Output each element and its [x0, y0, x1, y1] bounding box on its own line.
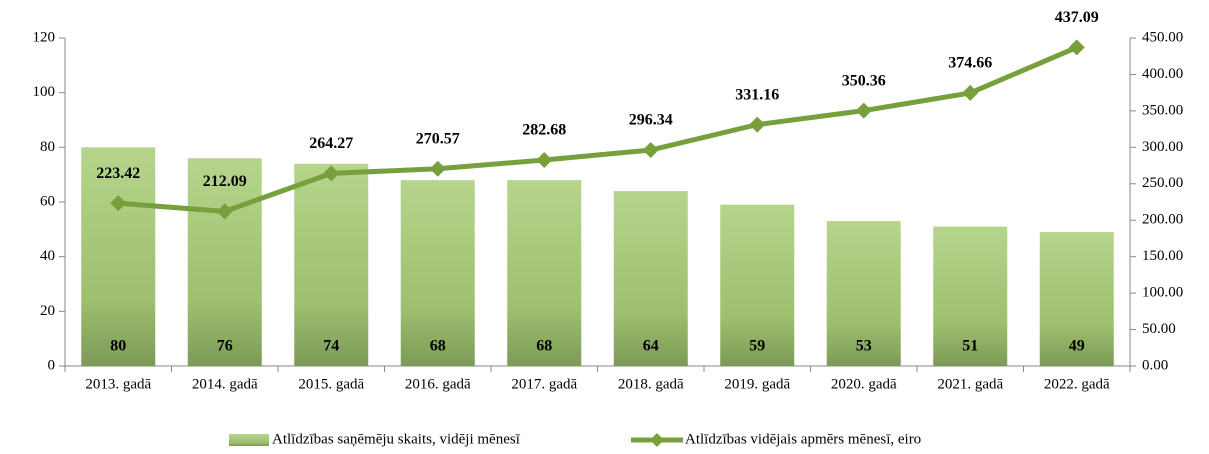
line-value-label: 264.27: [309, 135, 353, 152]
y-tick-label: 0: [48, 357, 56, 373]
x-tick-label: 2019. gadā: [724, 376, 790, 392]
x-tick-label: 2013. gadā: [85, 376, 151, 392]
bar-value-label: 68: [430, 338, 446, 355]
x-tick-label: 2014. gadā: [192, 376, 258, 392]
x-tick-label: 2015. gadā: [298, 376, 364, 392]
bar: [1039, 232, 1114, 366]
x-tick-label: 2022. gadā: [1044, 376, 1110, 392]
bar-value-label: 53: [856, 338, 872, 355]
line: [118, 45, 1078, 214]
line-marker: [962, 84, 979, 101]
x-tick-label: 2017. gadā: [511, 376, 577, 392]
y2-tick-label: 100.00: [1142, 285, 1183, 301]
line-value-label: 296.34: [629, 112, 673, 129]
y2-tick-label: 450.00: [1142, 29, 1183, 45]
bar-value-label: 76: [217, 338, 233, 355]
line-marker: [110, 195, 127, 212]
y2-tick-label: 350.00: [1142, 102, 1183, 118]
line-value-label: 374.66: [948, 55, 992, 72]
line-marker: [323, 165, 340, 182]
x-tick-label: 2018. gadā: [618, 376, 684, 392]
bar: [720, 204, 795, 366]
bar: [400, 180, 475, 366]
legend-label: Atlīdzības vidējais apmērs mēnesī, eiro: [685, 431, 921, 447]
y2-tick-label: 250.00: [1142, 175, 1183, 191]
legend-swatch: [650, 433, 664, 447]
bar: [187, 158, 262, 366]
bar-value-label: 59: [749, 338, 765, 355]
line-marker: [216, 203, 233, 220]
bar: [826, 221, 901, 366]
bar-value-label: 80: [110, 338, 126, 355]
legend-label: Atlīdzības saņēmēju skaits, vidēji mēnes…: [272, 431, 521, 447]
line-value-label: 212.09: [203, 173, 247, 190]
line-value-label: 282.68: [522, 122, 566, 139]
line-value-label: 270.57: [416, 130, 460, 147]
y-tick-label: 60: [40, 193, 55, 209]
y2-tick-label: 50.00: [1142, 321, 1176, 337]
y-tick-label: 80: [40, 139, 55, 155]
line-marker: [536, 151, 553, 168]
line-value-label: 223.42: [96, 165, 140, 182]
bar-value-label: 68: [536, 338, 552, 355]
line-value-label: 437.09: [1055, 9, 1099, 26]
y-tick-label: 100: [33, 84, 56, 100]
y-tick-label: 20: [40, 303, 55, 319]
line-value-label: 350.36: [842, 72, 886, 89]
y2-tick-label: 150.00: [1142, 248, 1183, 264]
y2-tick-label: 400.00: [1142, 66, 1183, 82]
x-tick-label: 2016. gadā: [405, 376, 471, 392]
bar: [81, 147, 156, 366]
bar-value-label: 64: [643, 338, 659, 355]
y2-tick-label: 200.00: [1142, 212, 1183, 228]
x-tick-label: 2021. gadā: [937, 376, 1003, 392]
bar-value-label: 74: [323, 338, 339, 355]
bar: [294, 163, 369, 366]
bar-value-label: 51: [962, 338, 978, 355]
legend-swatch: [229, 434, 269, 446]
bar: [933, 226, 1008, 366]
bar-value-label: 49: [1069, 338, 1085, 355]
line-marker: [1068, 39, 1085, 56]
y2-tick-label: 0.00: [1142, 357, 1168, 373]
line-marker: [855, 102, 872, 119]
bar: [507, 180, 582, 366]
line-value-label: 331.16: [735, 86, 779, 103]
line-marker: [429, 160, 446, 177]
y2-tick-label: 300.00: [1142, 139, 1183, 155]
x-tick-label: 2020. gadā: [831, 376, 897, 392]
line-marker: [642, 142, 659, 159]
bar: [613, 191, 688, 366]
line-marker: [749, 116, 766, 133]
y-tick-label: 40: [40, 248, 55, 264]
y-tick-label: 120: [33, 29, 56, 45]
